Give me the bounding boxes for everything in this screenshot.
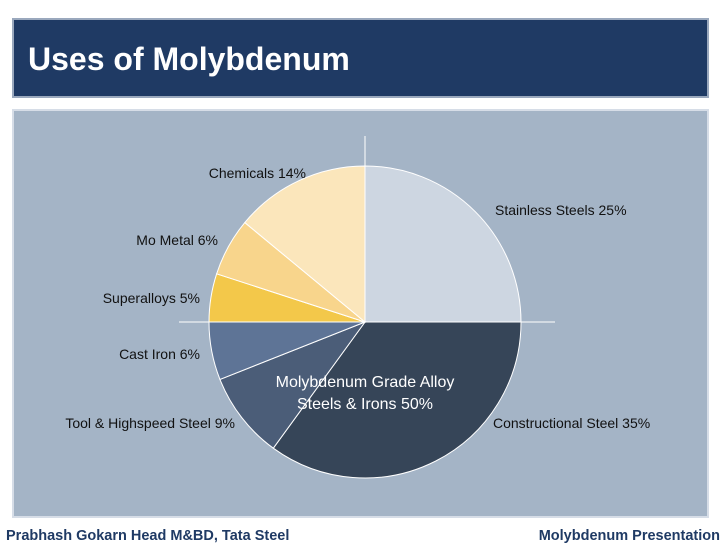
slice-label-3: Cast Iron 6% [119, 346, 200, 362]
pie-slice-2 [219, 320, 367, 449]
slice-label-0: Stainless Steels 25% [495, 202, 627, 218]
center-label-line-1: Molybdenum Grade Alloy [276, 374, 455, 391]
page-title: Uses of Molybdenum [28, 41, 350, 77]
slice-label-4: Superalloys 5% [103, 290, 200, 306]
title-bar: Uses of Molybdenum [12, 18, 709, 98]
pie-slice-0 [364, 165, 522, 323]
slice-label-1: Constructional Steel 35% [493, 415, 650, 431]
chart-panel: Stainless Steels 25% Constructional Steel… [12, 109, 709, 518]
center-label-line-2: Steels & Irons 50% [297, 396, 433, 413]
footer-presentation: Molybdenum Presentation [538, 528, 720, 544]
pie-slice-1 [272, 321, 522, 479]
slice-label-5: Mo Metal 6% [136, 232, 218, 248]
slice-label-2: Tool & Highspeed Steel 9% [65, 415, 235, 431]
footer-author: Prabhash Gokarn Head M&BD, Tata Steel [6, 528, 290, 544]
slice-label-6: Chemicals 14% [209, 165, 306, 181]
pie-chart: Stainless Steels 25% Constructional Steel… [65, 136, 650, 479]
pie-slice-6 [244, 165, 366, 324]
